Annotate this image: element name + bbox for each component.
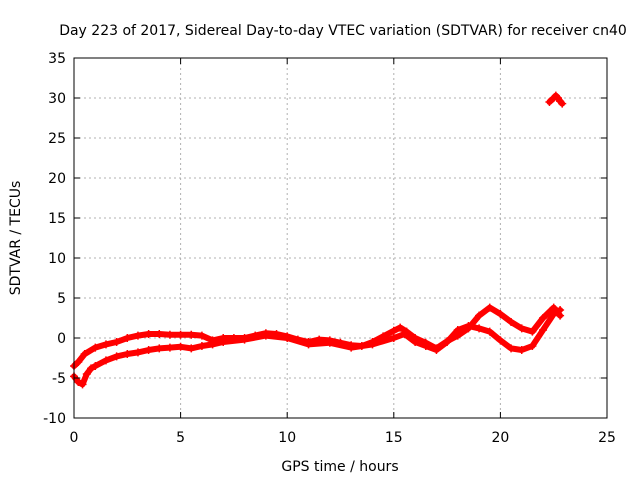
x-tick-label: 20 (491, 430, 509, 446)
data-point (475, 324, 484, 333)
data-point (453, 326, 462, 334)
data-point (176, 330, 185, 339)
chart-title: Day 223 of 2017, Sidereal Day-to-day VTE… (59, 23, 627, 39)
data-point (261, 331, 270, 340)
data-point (144, 330, 153, 338)
data-point (517, 346, 526, 354)
data-point (187, 330, 196, 339)
data-point (78, 380, 87, 389)
data-point (396, 323, 405, 332)
y-tick-label: 35 (48, 51, 66, 67)
data-point (240, 335, 249, 344)
data-point (475, 311, 484, 320)
data-point (556, 306, 565, 314)
grid (74, 58, 607, 418)
data-point (496, 336, 505, 345)
data-point (82, 370, 91, 378)
y-tick-label: -10 (43, 411, 66, 427)
data-point (219, 338, 228, 346)
data-point (517, 324, 526, 333)
data-point (485, 327, 494, 336)
data-point (464, 322, 473, 330)
data-point (432, 346, 441, 354)
data-point (165, 330, 174, 339)
axis-ticks: 0 5 10 15 20 25 -10 -5 0 5 10 15 20 25 30 35 (43, 51, 616, 446)
x-tick-label: 0 (70, 430, 79, 446)
data-point (539, 326, 548, 334)
data-point (485, 303, 494, 312)
data-point (283, 334, 292, 342)
y-tick-label: 10 (48, 251, 66, 267)
data-point (507, 344, 516, 353)
data-point (539, 314, 548, 322)
data-point (528, 342, 537, 350)
data-point (123, 334, 132, 342)
data-point (101, 340, 110, 349)
plot-frame (73, 57, 608, 419)
data-point (208, 340, 217, 349)
data-point (197, 342, 206, 350)
y-tick-label: -5 (52, 371, 66, 387)
data-point (144, 346, 153, 354)
data-point (545, 98, 554, 106)
data-point (325, 338, 334, 347)
x-axis-label: GPS time / hours (281, 459, 398, 475)
x-tick-label: 10 (278, 430, 296, 446)
y-tick-label: 15 (48, 211, 66, 227)
data-point (347, 343, 356, 352)
data-point (496, 310, 505, 318)
data-point (133, 331, 142, 340)
data-point (368, 340, 377, 349)
data-point (74, 378, 83, 386)
data-point (421, 342, 430, 350)
data-point (411, 338, 420, 346)
series-trace (71, 307, 564, 388)
data-point (101, 356, 110, 365)
data-point (80, 350, 89, 358)
y-tick-label: 0 (57, 331, 66, 347)
data-point (197, 331, 206, 340)
data-point (91, 362, 100, 370)
data-point (155, 344, 164, 353)
data-point (400, 330, 409, 338)
data-point (112, 352, 121, 361)
data-point (133, 348, 142, 357)
y-axis-label: SDTVAR / TECUs (8, 181, 24, 296)
y-tick-label: 30 (48, 91, 66, 107)
x-tick-label: 25 (598, 430, 616, 446)
y-tick-label: 5 (57, 291, 66, 307)
data-point (443, 338, 452, 346)
data-point (123, 350, 132, 358)
x-tick-label: 5 (176, 430, 185, 446)
data-point (91, 343, 100, 352)
y-tick-label: 20 (48, 171, 66, 187)
data-point (507, 318, 516, 326)
series-trace (71, 304, 564, 369)
data-point (528, 327, 537, 336)
x-tick-label: 15 (385, 430, 403, 446)
data-point (389, 334, 398, 342)
data-point (87, 364, 96, 373)
data-point (549, 310, 558, 318)
y-tick-label: 25 (48, 131, 66, 147)
data-point (112, 338, 121, 346)
data-point (155, 330, 164, 338)
data-point (304, 340, 313, 349)
data-point (176, 342, 185, 351)
data-point (558, 99, 567, 108)
data-point (389, 326, 398, 335)
data-points (70, 91, 567, 389)
data-point (165, 343, 174, 352)
data-point (74, 358, 83, 366)
data-point (187, 344, 196, 353)
